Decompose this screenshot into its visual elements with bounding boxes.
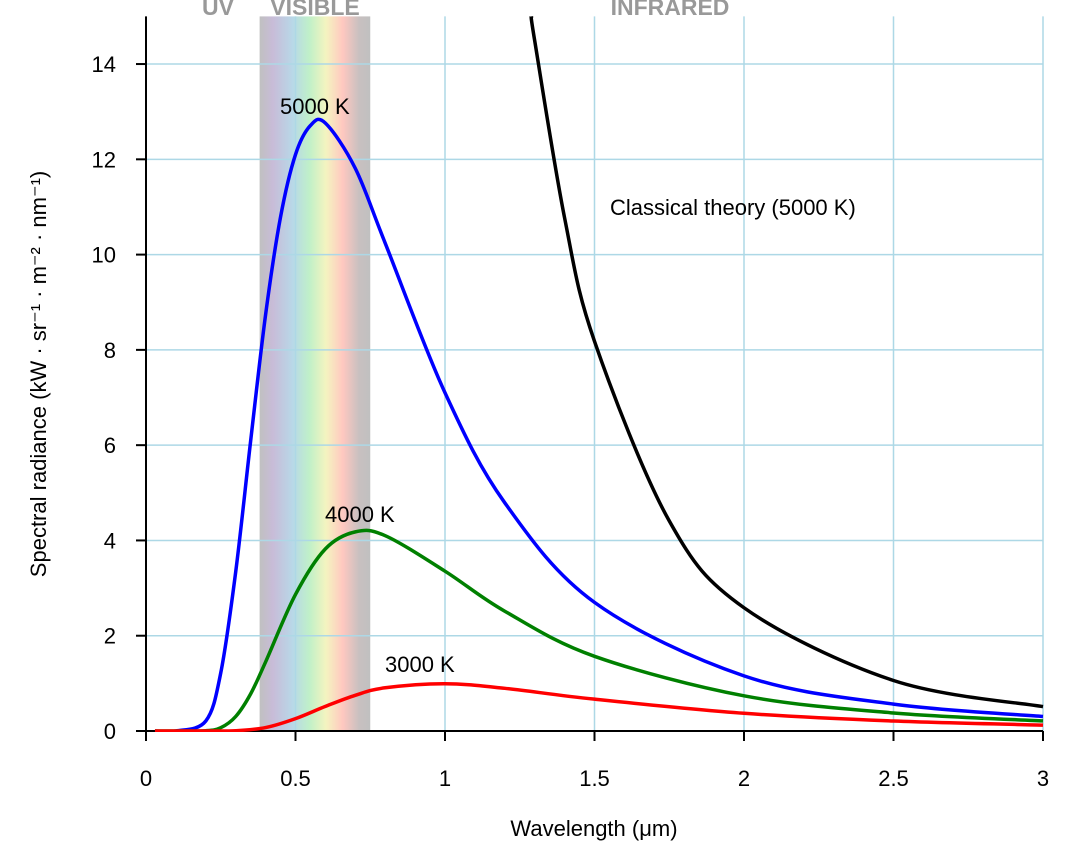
region-label-visible: VISIBLE [270, 0, 359, 20]
y-axis-label: Spectral radiance (kW · sr⁻¹ · m⁻² · nm⁻… [26, 171, 51, 577]
y-tick-label: 10 [92, 243, 116, 268]
visible-band [259, 16, 371, 731]
x-tick-label: 2.5 [878, 766, 909, 791]
x-tick-label: 3 [1037, 766, 1049, 791]
y-tick-label: 0 [104, 719, 116, 744]
y-tick-label: 12 [92, 147, 116, 172]
y-tick-label: 8 [104, 338, 116, 363]
series-line-5000-k [154, 117, 1044, 732]
x-tick-label: 1.5 [579, 766, 610, 791]
region-label-uv: UV [202, 0, 235, 20]
x-axis-label: Wavelength (μm) [510, 816, 677, 841]
x-tick-label: 0 [140, 766, 152, 791]
y-tick-label: 4 [104, 528, 116, 553]
series-label-classical: Classical theory (5000 K) [610, 195, 856, 220]
series-line-3000-k [154, 681, 1044, 732]
region-label-infrared: INFRARED [611, 0, 730, 20]
y-tick-label: 14 [92, 52, 116, 77]
series-line-4000-k [154, 528, 1044, 732]
series-label-5000k: 5000 K [280, 94, 350, 119]
x-tick-label: 0.5 [280, 766, 311, 791]
x-tick-label: 1 [439, 766, 451, 791]
y-tick-label: 2 [104, 624, 116, 649]
series-label-4000k: 4000 K [325, 502, 395, 527]
x-tick-label: 2 [738, 766, 750, 791]
series-line-classical-theory-5000-k [529, 16, 1044, 709]
y-tick-label: 6 [104, 433, 116, 458]
series-label-3000k: 3000 K [385, 652, 455, 677]
